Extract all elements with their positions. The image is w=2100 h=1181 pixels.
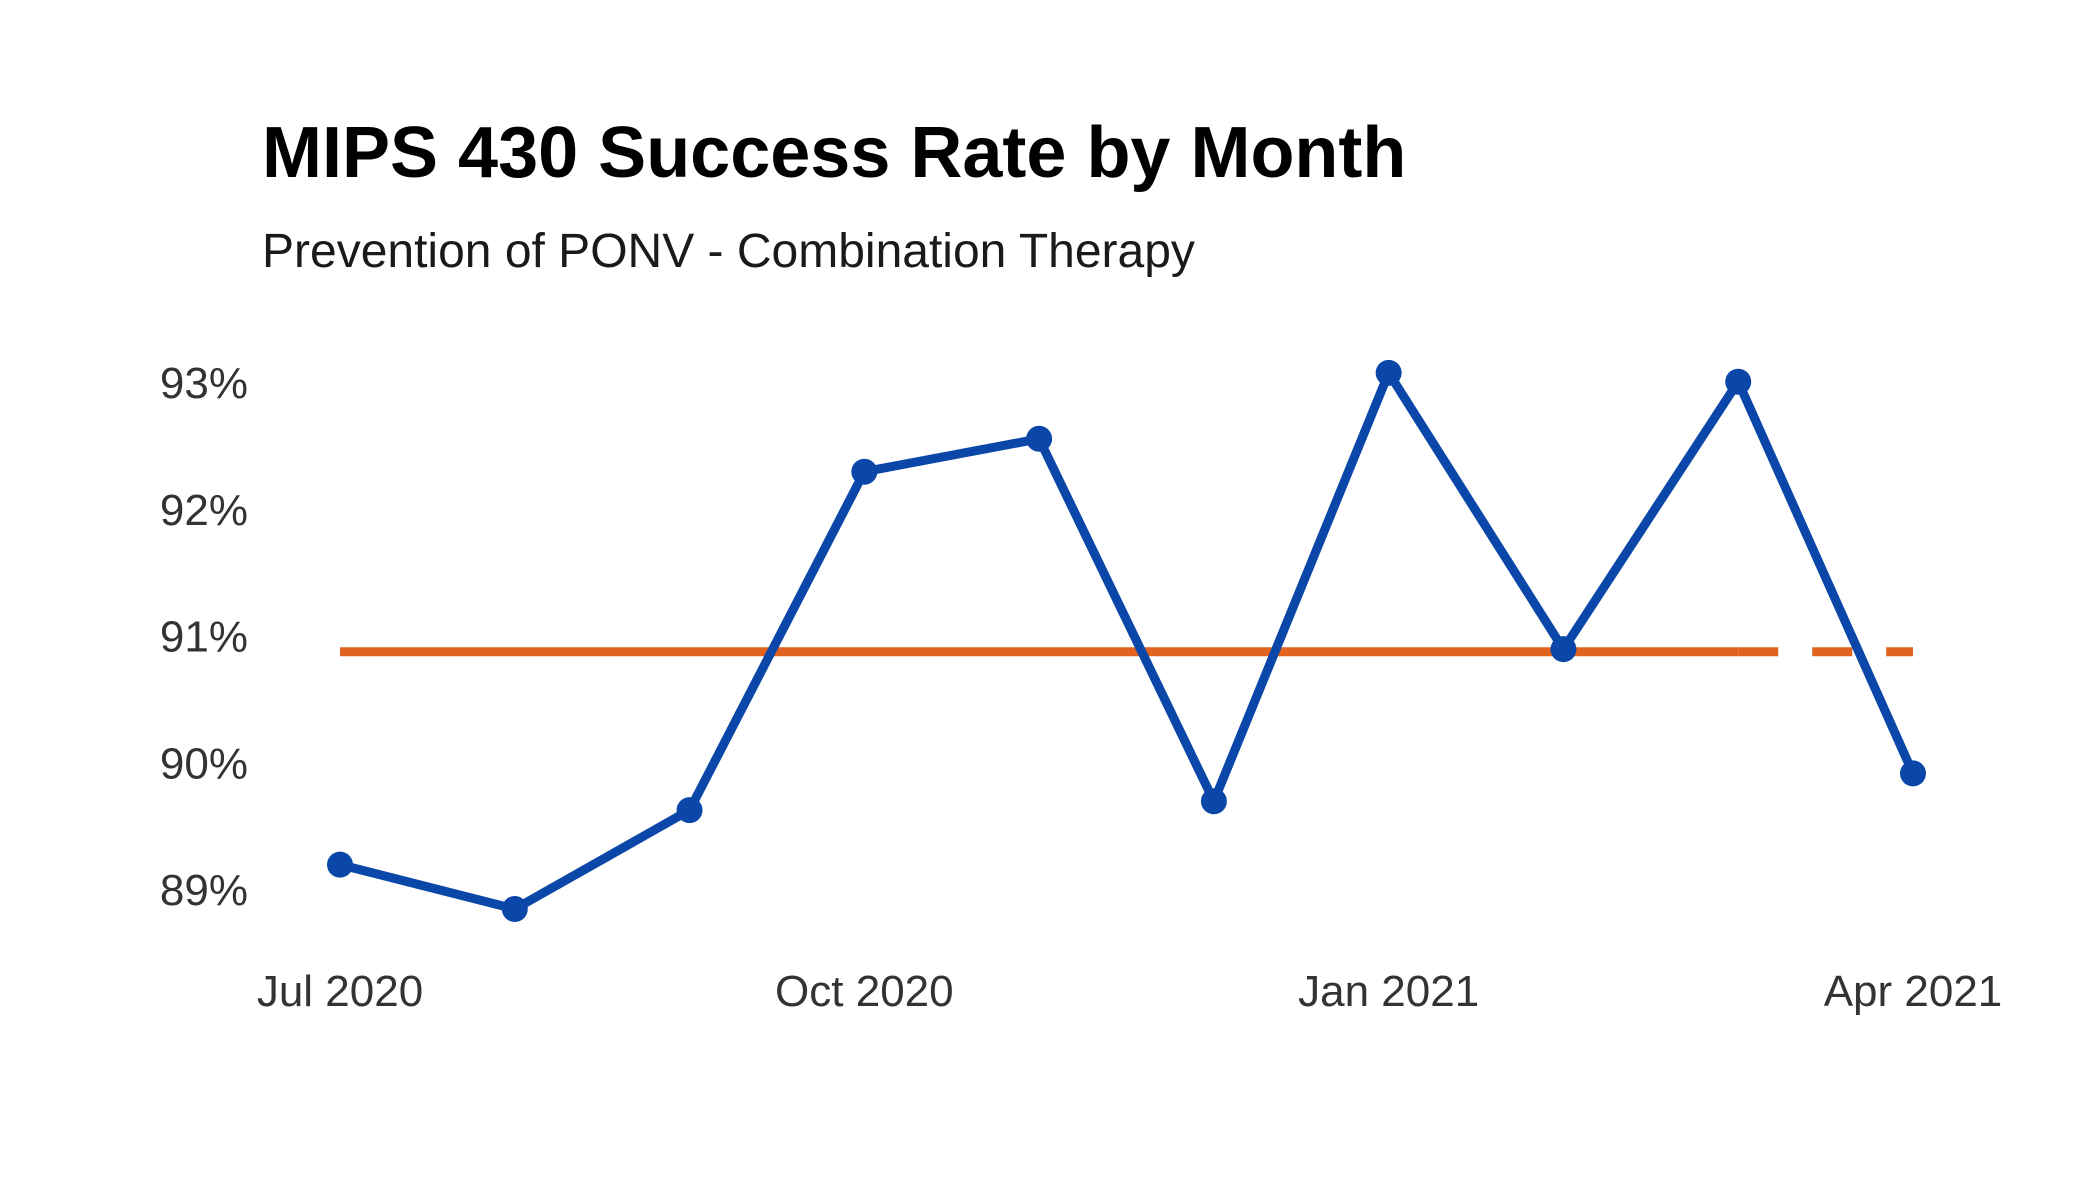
data-point (327, 851, 353, 878)
data-point (1900, 760, 1926, 787)
x-tick-label: Jan 2021 (1298, 967, 1479, 1016)
y-tick-label: 92% (160, 486, 248, 535)
x-axis-ticks: Jul 2020 Oct 2020 Jan 2021 Apr 2021 (257, 967, 2002, 1016)
data-point (1026, 425, 1053, 452)
y-tick-label: 90% (160, 739, 248, 788)
chart-title: MIPS 430 Success Rate by Month (262, 113, 1407, 193)
x-tick-label: Jul 2020 (257, 967, 423, 1016)
series-line (335, 368, 1918, 914)
y-tick-label: 89% (160, 866, 248, 915)
y-axis-ticks: 89% 90% 91% 92% 93% (160, 359, 248, 915)
data-point (676, 797, 703, 824)
chart-subtitle: Prevention of PONV - Combination Therapy (262, 225, 1195, 278)
y-tick-label: 93% (160, 359, 248, 408)
data-point (1725, 368, 1752, 395)
y-tick-label: 91% (160, 613, 248, 662)
series-line-group (335, 368, 1918, 914)
x-tick-label: Apr 2021 (1824, 967, 2003, 1016)
series-points (327, 359, 1926, 923)
data-point (1200, 788, 1227, 815)
x-tick-label: Oct 2020 (775, 967, 954, 1016)
data-point (1375, 359, 1402, 386)
data-point (851, 458, 878, 485)
data-point (501, 896, 528, 923)
data-point (1550, 636, 1577, 663)
